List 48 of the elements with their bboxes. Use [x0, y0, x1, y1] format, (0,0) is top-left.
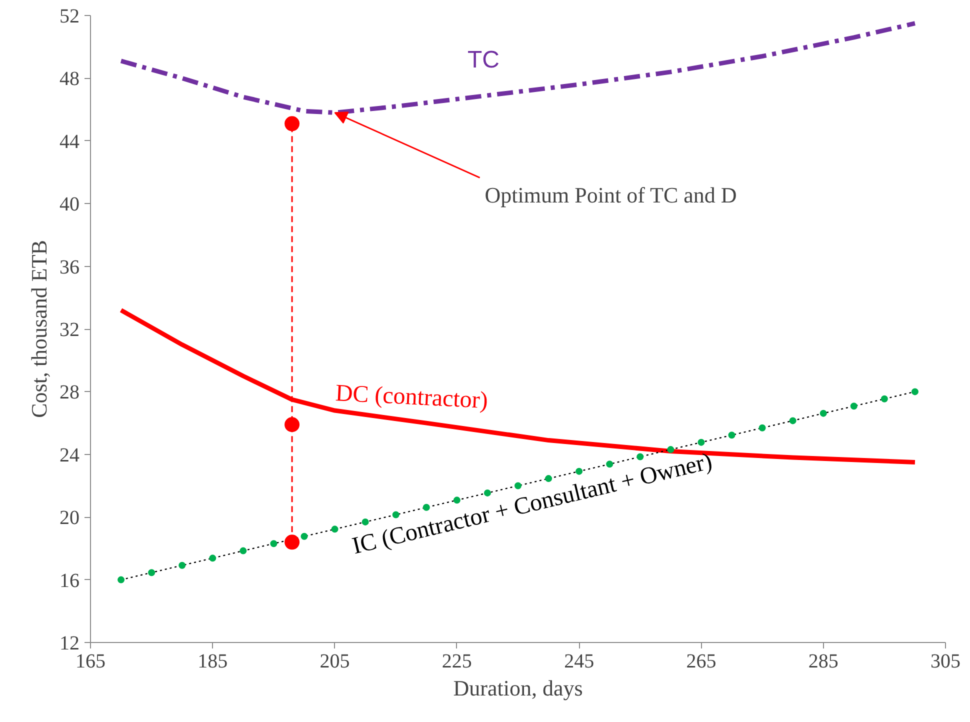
- series-label: DC (contractor): [334, 380, 489, 414]
- point: [148, 569, 156, 576]
- series-label: TC: [467, 46, 500, 74]
- point: [789, 417, 796, 424]
- y-axis-title: Cost, thousand ETB: [26, 240, 52, 418]
- x-tick-label: 305: [930, 650, 960, 672]
- point: [453, 496, 460, 504]
- point: [911, 388, 918, 396]
- point: [728, 432, 736, 439]
- point: [820, 410, 827, 417]
- y-tick-label: 28: [60, 382, 80, 404]
- point: [606, 460, 614, 468]
- y-tick-label: 44: [60, 130, 80, 153]
- point: [284, 417, 300, 432]
- y-tick-label: 48: [60, 68, 80, 90]
- point: [484, 489, 491, 496]
- point: [880, 395, 888, 402]
- x-tick-label: 185: [198, 650, 228, 672]
- x-tick-label: 265: [686, 650, 716, 672]
- x-tick-label: 245: [564, 650, 594, 672]
- y-tick-label: 32: [60, 319, 80, 341]
- point: [284, 534, 300, 550]
- point: [240, 547, 247, 554]
- point: [118, 576, 125, 584]
- x-tick-label: 225: [442, 650, 472, 672]
- text: IC (Contractor + Consultant + Owner): [350, 448, 715, 560]
- y-tick-label: 20: [60, 507, 80, 530]
- x-axis-title: Duration, days: [453, 676, 583, 700]
- y-tick-label: 40: [60, 194, 80, 216]
- y-tick-label: 52: [60, 6, 80, 28]
- point: [698, 438, 705, 446]
- x-tick-label: 205: [320, 650, 350, 672]
- point: [270, 540, 278, 548]
- point: [331, 526, 338, 533]
- point: [300, 532, 308, 540]
- point: [850, 402, 858, 410]
- point: [576, 468, 583, 475]
- point: [209, 554, 216, 562]
- annotation: Optimum Point of TC and D: [484, 182, 737, 208]
- point: [362, 518, 369, 526]
- point: [284, 116, 300, 132]
- x-tick-label: 285: [808, 650, 838, 672]
- point: [667, 446, 674, 454]
- y-tick-label: 36: [60, 256, 80, 278]
- y-tick-label: 16: [60, 570, 80, 592]
- y-tick-label: 24: [60, 444, 80, 466]
- point: [178, 562, 186, 569]
- point: [758, 424, 766, 432]
